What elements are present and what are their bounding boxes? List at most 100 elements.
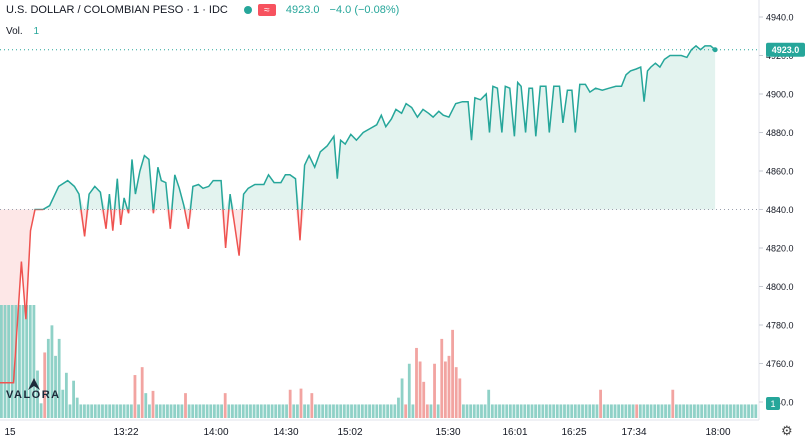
- volume-bar: [725, 404, 729, 418]
- volume-label: Vol.: [6, 26, 23, 37]
- volume-bar: [400, 378, 404, 418]
- area-above-baseline: [0, 45, 716, 210]
- volume-bar: [126, 404, 130, 418]
- volume-bar: [534, 404, 538, 418]
- volume-bar: [288, 389, 292, 418]
- volume-bar: [407, 363, 411, 418]
- volume-bar: [555, 404, 559, 418]
- volume-bar: [263, 404, 267, 418]
- volume-bar: [324, 404, 328, 418]
- volume-bar: [678, 404, 682, 418]
- volume-bar: [393, 404, 397, 418]
- volume-bar: [671, 389, 675, 418]
- volume-bar: [714, 404, 718, 418]
- volume-bar: [638, 404, 642, 418]
- volume-bar: [21, 305, 25, 418]
- volume-bar: [353, 404, 357, 418]
- volume-bar: [252, 404, 256, 418]
- volume-bar: [256, 404, 260, 418]
- volume-scale-badge: [766, 397, 780, 410]
- volume-bar: [418, 361, 422, 418]
- price-line-up: [34, 44, 716, 210]
- volume-bar: [397, 397, 400, 418]
- volume-bar: [299, 388, 303, 418]
- volume-bar: [140, 367, 144, 418]
- volume-bar: [454, 367, 458, 418]
- volume-bar: [516, 404, 519, 418]
- volume-bar: [707, 404, 711, 418]
- volume-bar: [389, 404, 393, 418]
- volume-bar: [321, 404, 325, 418]
- last-price-label: 4923.0: [772, 45, 800, 55]
- volume-bar: [202, 404, 205, 418]
- volume-bar: [79, 404, 83, 418]
- y-tick-label: 4860.0: [766, 167, 794, 177]
- volume-bar: [548, 404, 552, 418]
- x-tick-label: 13:22: [113, 427, 138, 438]
- x-tick-label: 14:30: [273, 427, 298, 438]
- volume-bar: [483, 404, 487, 418]
- volume-bar: [700, 404, 704, 418]
- volume-bar: [526, 404, 530, 418]
- volume-bar: [158, 404, 162, 418]
- volume-bar: [50, 325, 54, 418]
- volume-bar: [703, 404, 707, 418]
- volume-bar: [231, 404, 234, 418]
- volume-bar: [577, 404, 581, 418]
- volume-bar: [541, 404, 545, 418]
- volume-bar: [617, 404, 621, 418]
- volume-bar: [108, 404, 112, 418]
- volume-bar: [314, 404, 317, 418]
- volume-bar: [422, 381, 426, 418]
- volume-bar: [281, 404, 285, 418]
- volume-bar: [209, 404, 213, 418]
- volume-bar: [205, 404, 209, 418]
- volume-bar: [642, 404, 646, 418]
- volume-bar: [86, 404, 90, 418]
- volume-bar: [570, 404, 574, 418]
- volume-bar: [674, 404, 678, 418]
- volume-bar: [591, 404, 595, 418]
- volume-bar: [711, 404, 714, 418]
- volume-bar: [194, 404, 198, 418]
- volume-bar: [129, 404, 133, 418]
- volume-bar: [530, 404, 534, 418]
- volume-bar: [545, 404, 548, 418]
- volume-bar: [584, 404, 588, 418]
- volume-bar: [476, 404, 480, 418]
- volume-bar: [350, 404, 353, 418]
- volume-bar: [458, 378, 462, 418]
- volume-bar: [83, 404, 86, 418]
- volume-bar: [581, 404, 584, 418]
- volume-bar: [501, 404, 505, 418]
- volume-bar: [176, 404, 180, 418]
- volume-bar: [436, 404, 440, 418]
- volume-bar: [97, 404, 101, 418]
- volume-bar: [487, 389, 491, 418]
- approx-icon[interactable]: ≈: [257, 4, 276, 16]
- volume-bar: [339, 404, 343, 418]
- x-tick-label: 14:00: [203, 427, 228, 438]
- volume-bar: [599, 389, 602, 418]
- logo-arrow-icon: [28, 378, 40, 390]
- volume-bar: [631, 404, 635, 418]
- volume-bar: [25, 305, 29, 418]
- volume-bar: [613, 404, 617, 418]
- volume-bar: [404, 404, 408, 418]
- volume-bar: [563, 404, 566, 418]
- x-tick-label: 15:02: [337, 427, 362, 438]
- volume-bar: [462, 404, 465, 418]
- volume-bar: [508, 404, 512, 418]
- volume-bar: [285, 404, 288, 418]
- y-tick-label: 4880.0: [766, 128, 794, 138]
- volume-bar: [566, 404, 570, 418]
- volume-bar: [28, 305, 32, 418]
- volume-bar: [519, 404, 523, 418]
- volume-bar: [295, 404, 299, 418]
- gear-icon[interactable]: ⚙: [781, 423, 793, 438]
- volume-bar: [360, 404, 364, 418]
- chart-legend: U.S. DOLLAR / COLOMBIAN PESO · 1 · IDC ≈…: [6, 4, 399, 16]
- x-tick-label: 17:34: [621, 427, 646, 438]
